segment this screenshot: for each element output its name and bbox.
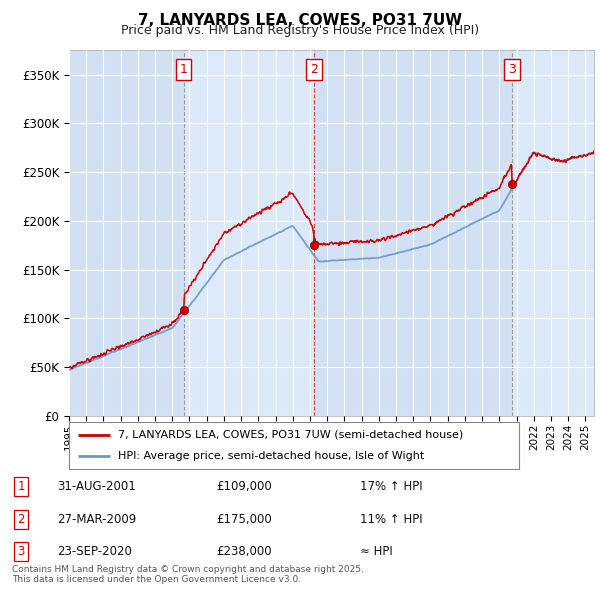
- Text: 1: 1: [180, 63, 188, 76]
- Text: 3: 3: [17, 545, 25, 558]
- Text: 23-SEP-2020: 23-SEP-2020: [57, 545, 132, 558]
- Text: £109,000: £109,000: [216, 480, 272, 493]
- Text: 1: 1: [17, 480, 25, 493]
- Text: 11% ↑ HPI: 11% ↑ HPI: [360, 513, 422, 526]
- Text: 31-AUG-2001: 31-AUG-2001: [57, 480, 136, 493]
- Text: £175,000: £175,000: [216, 513, 272, 526]
- Text: Contains HM Land Registry data © Crown copyright and database right 2025.
This d: Contains HM Land Registry data © Crown c…: [12, 565, 364, 584]
- Text: 3: 3: [508, 63, 516, 76]
- Text: ≈ HPI: ≈ HPI: [360, 545, 393, 558]
- Bar: [314, 50, 512, 416]
- Text: 17% ↑ HPI: 17% ↑ HPI: [360, 480, 422, 493]
- Text: HPI: Average price, semi-detached house, Isle of Wight: HPI: Average price, semi-detached house,…: [119, 451, 425, 461]
- Text: 7, LANYARDS LEA, COWES, PO31 7UW (semi-detached house): 7, LANYARDS LEA, COWES, PO31 7UW (semi-d…: [119, 430, 464, 440]
- Bar: [184, 50, 314, 416]
- Text: 7, LANYARDS LEA, COWES, PO31 7UW: 7, LANYARDS LEA, COWES, PO31 7UW: [138, 13, 462, 28]
- Text: Price paid vs. HM Land Registry's House Price Index (HPI): Price paid vs. HM Land Registry's House …: [121, 24, 479, 37]
- Text: 2: 2: [310, 63, 318, 76]
- Text: 2: 2: [17, 513, 25, 526]
- Bar: [512, 50, 594, 416]
- Text: £238,000: £238,000: [216, 545, 272, 558]
- Bar: [69, 50, 184, 416]
- Text: 27-MAR-2009: 27-MAR-2009: [57, 513, 136, 526]
